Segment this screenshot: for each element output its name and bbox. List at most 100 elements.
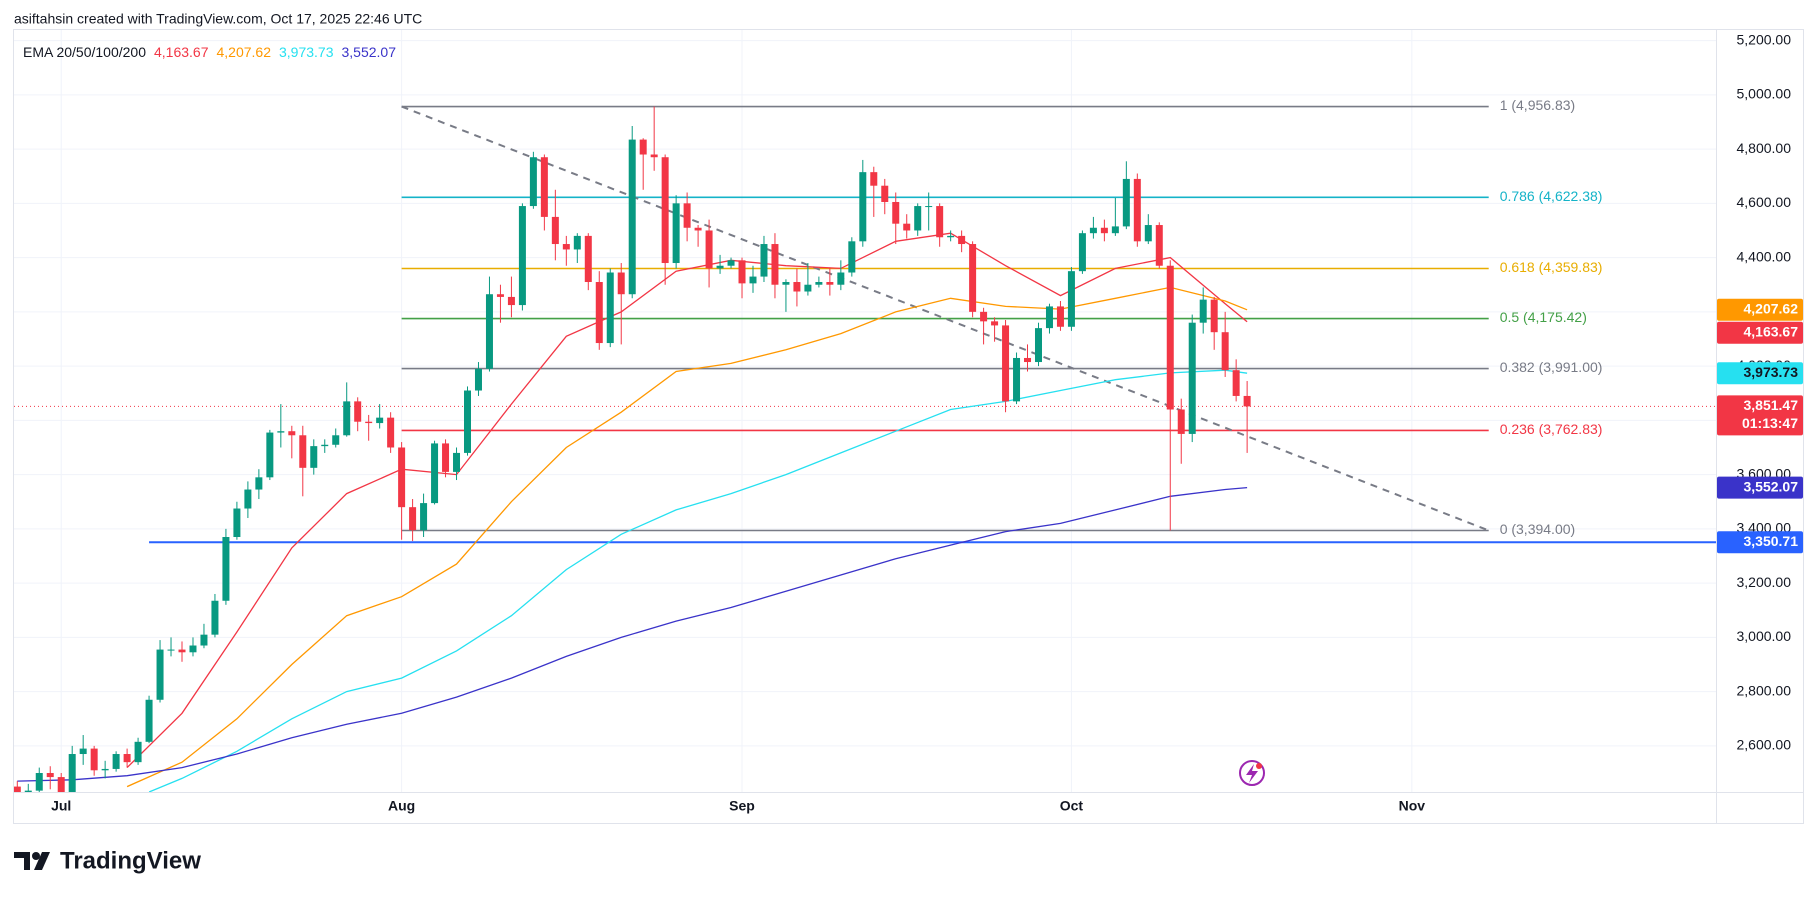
candle-body [529,157,537,207]
candle-body [716,265,724,269]
candle-body [123,754,131,763]
candle-body [266,432,274,478]
y-tick-label: 3,000.00 [1737,628,1792,644]
candle-body [485,294,493,369]
candle-body [980,311,988,322]
fib-label: 0.618 (4,359.83) [1500,259,1603,275]
fib-label: 0.382 (3,991.00) [1500,359,1603,375]
candle-body [90,748,98,771]
logo[interactable]: TradingView [14,847,201,874]
candle-body [299,435,307,468]
candle-body [1166,265,1174,410]
candle-body [1177,409,1185,434]
candle-body [892,201,900,224]
candle-body [376,417,384,424]
price-tag-label: 4,207.62 [1744,300,1799,316]
candle-body [760,244,768,277]
price-tag-label: 3,350.71 [1744,533,1799,549]
candle-body [507,296,515,306]
candle-body [936,206,944,238]
candle-body [1199,299,1207,323]
price-tag [1717,362,1803,385]
candle-body [705,230,713,269]
candle-body [178,649,186,653]
candle-body [1078,233,1086,272]
candle-body [79,748,87,755]
candle-body [420,503,428,531]
candle-body [595,282,603,344]
candle-body [1232,370,1240,396]
ema-line [17,486,1248,782]
candle-body [727,260,735,266]
candle-body [101,768,109,771]
candle-body [628,139,636,295]
candle-body [947,235,955,238]
x-tick-label: Aug [388,798,415,814]
candle-body [639,139,647,155]
price-tag [1717,395,1803,436]
candle-body [782,282,790,285]
candle-body [464,390,472,453]
candle-body [540,157,548,217]
candle-body [474,368,482,391]
candle-body [848,241,856,273]
candle-body [573,235,581,250]
ema-line [126,232,1248,769]
price-tag-label: 4,163.67 [1744,323,1799,339]
candle-body [881,185,889,202]
candle-body [57,777,65,792]
candle-body [903,223,911,231]
price-tag-label: 01:13:47 [1742,415,1798,431]
tag-layer: 4,207.62 4,163.67 3,973.73 3,851.47 01:13:47… [1717,298,1803,554]
candle-body [771,244,779,285]
price-tag [1717,321,1803,344]
fib-label: 0 (3,394.00) [1500,521,1576,537]
candle-body [409,507,417,531]
y-tick-label: 5,000.00 [1737,86,1792,102]
legend-title: EMA 20/50/100/200 [23,44,146,60]
candle-body [958,235,966,245]
candle-body [661,157,669,264]
candle-body [1045,306,1053,329]
alert-icon[interactable] [1239,760,1265,786]
logo-text: TradingView [60,847,201,874]
candle-body [1002,325,1010,402]
fib-label: 0.5 (4,175.42) [1500,309,1587,325]
candle-body [1144,225,1152,242]
candle-body [672,203,680,264]
candle-body [244,489,252,509]
price-tag [1717,531,1803,554]
candle-body [112,754,120,769]
candle-body [310,446,318,468]
candle-body [442,443,450,472]
header: asiftahsin created with TradingView.com,… [14,11,422,27]
candle-body [826,282,834,285]
y-tick-label: 4,600.00 [1737,194,1792,210]
grid-layer [14,30,1716,792]
chart-frame [13,29,1804,824]
candle-body [365,421,373,424]
candle-body [1056,306,1064,327]
candle-body [793,282,801,292]
y-tick-label: 4,800.00 [1737,140,1792,156]
price-tag [1717,476,1803,499]
candle-body [925,206,933,208]
candle-body [969,244,977,312]
ema-line [126,286,1248,788]
candle-body [496,294,504,297]
candle-body [870,172,878,186]
price-tag-label: 3,552.07 [1744,478,1799,494]
candle-body [14,786,21,792]
candle-body [584,235,592,283]
candle-body [332,435,340,445]
candle-body [189,645,197,653]
y-tick-label: 2,600.00 [1737,737,1792,753]
candle-body [46,773,54,778]
plot-layer: 1 (4,956.83) 0.786 (4,622.38) 0.618 (4,359… [14,97,1716,792]
candle-body [277,431,285,433]
y-tick-label: 4,400.00 [1737,248,1792,264]
ema-line [148,369,1248,792]
candle-body [222,537,230,601]
candle-body [255,477,263,490]
